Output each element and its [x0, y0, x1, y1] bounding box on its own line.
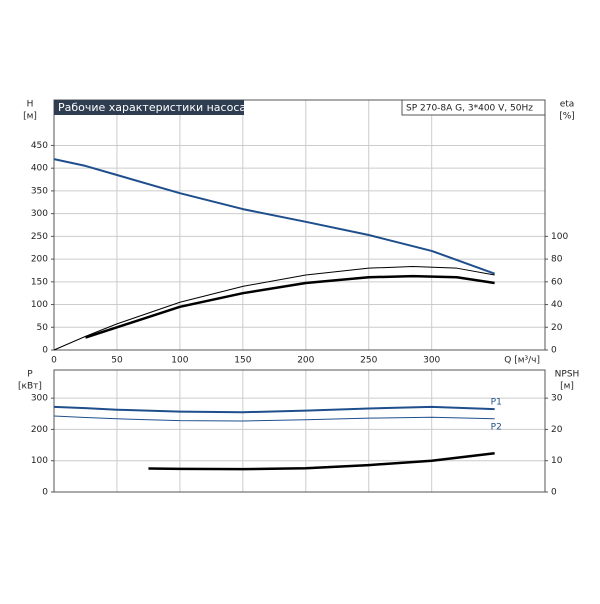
curve	[53, 415, 495, 422]
y2-axis-label: NPSH	[555, 370, 580, 380]
y2-tick-label: 20	[551, 323, 563, 333]
y2-axis-unit: [%]	[559, 112, 575, 122]
curve	[53, 158, 495, 275]
y-tick-label: 250	[31, 232, 48, 242]
x-tick-label: 0	[51, 356, 57, 366]
x-tick-label: 150	[234, 356, 251, 366]
curve	[148, 451, 495, 471]
y-tick-label: 200	[31, 425, 48, 435]
y-tick-label: 0	[42, 346, 48, 356]
y-tick-label: 150	[31, 277, 48, 287]
x-tick-label: 250	[360, 356, 377, 366]
series-label: P1	[491, 398, 502, 408]
x-axis-label: Q [м³/ч]	[504, 356, 540, 366]
y-tick-label: 300	[31, 394, 48, 404]
y2-tick-label: 30	[551, 394, 563, 404]
plot-frame	[53, 99, 546, 351]
y-tick-label: 300	[31, 209, 48, 219]
legend-text: SP 270-8A G, 3*400 V, 50Hz	[406, 104, 533, 114]
y-tick-label: 100	[31, 456, 48, 466]
curve	[85, 274, 495, 339]
y2-tick-label: 0	[551, 488, 557, 498]
curve	[53, 405, 495, 414]
y-tick-label: 400	[31, 164, 48, 174]
y-tick-label: 200	[31, 255, 48, 265]
y-tick-label: 100	[31, 300, 48, 310]
y2-tick-label: 10	[551, 456, 563, 466]
x-tick-label: 200	[297, 356, 314, 366]
y2-tick-label: 60	[551, 277, 563, 287]
y-axis-unit: [кВт]	[18, 382, 42, 392]
y-tick-label: 450	[31, 141, 48, 151]
y-tick-label: 50	[37, 323, 49, 333]
y2-tick-label: 20	[551, 425, 563, 435]
y2-tick-label: 40	[551, 300, 563, 310]
y2-axis-unit: [м]	[560, 382, 574, 392]
y-axis-label: P	[27, 370, 33, 380]
x-tick-label: 300	[423, 356, 440, 366]
plot-frame	[53, 369, 546, 493]
y-tick-label: 0	[42, 488, 48, 498]
series-label: P2	[491, 422, 502, 432]
y-tick-label: 350	[31, 186, 48, 196]
chart-title: Рабочие характеристики насоса	[58, 101, 246, 114]
y2-tick-label: 80	[551, 255, 563, 265]
legend-box	[401, 99, 546, 116]
x-tick-label: 100	[171, 356, 188, 366]
y2-tick-label: 100	[551, 232, 568, 242]
y-axis-label: H	[27, 100, 34, 110]
y2-tick-label: 0	[551, 346, 557, 356]
curve	[53, 265, 495, 351]
title-box	[54, 100, 244, 115]
y-axis-unit: [м]	[23, 112, 37, 122]
y2-axis-label: eta	[560, 100, 575, 110]
x-tick-label: 50	[111, 356, 123, 366]
